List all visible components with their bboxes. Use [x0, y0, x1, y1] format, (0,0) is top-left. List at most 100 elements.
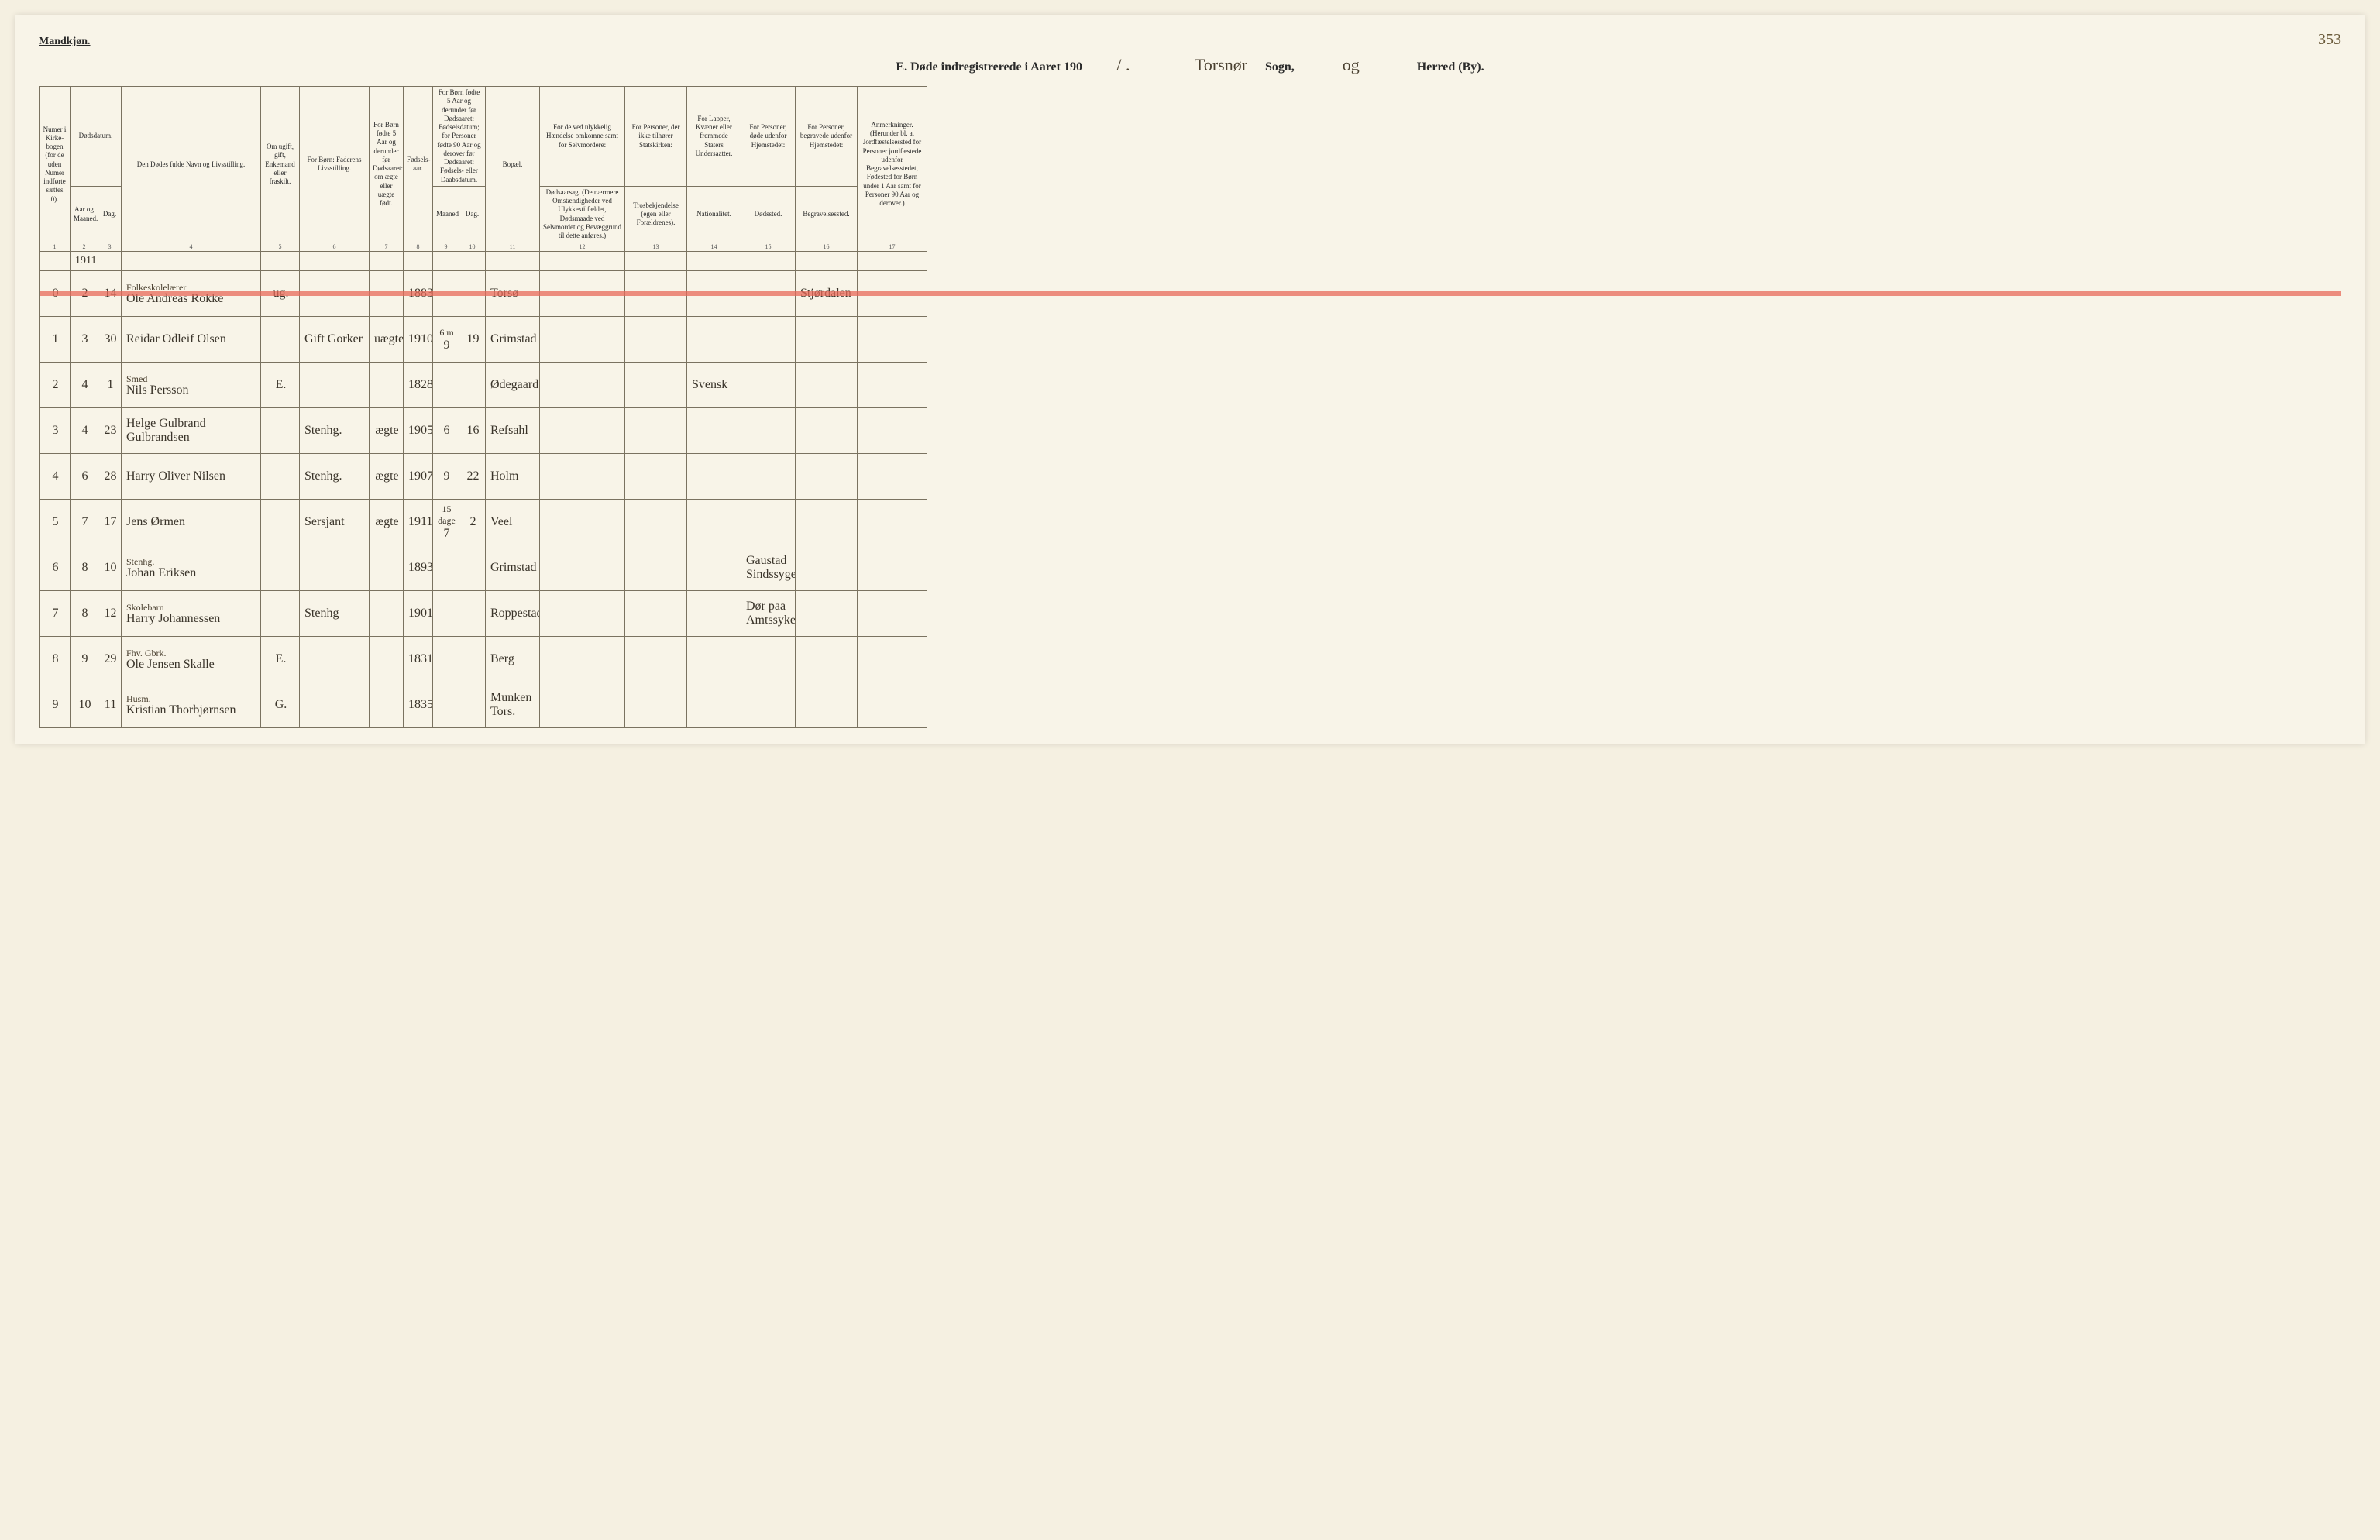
cell-day: 1	[98, 363, 122, 408]
column-header: For Børn fødte 5 Aar og derunder før Død…	[370, 87, 404, 242]
person-name: Ole Andreas Rokke	[126, 292, 223, 305]
person-name: Nils Persson	[126, 383, 188, 397]
herred-label: Herred (By).	[1417, 60, 1484, 74]
cell-dsted	[741, 408, 796, 454]
cell-day: 12	[98, 591, 122, 637]
cell-father	[300, 545, 370, 591]
parish-hand: Torsnør	[1180, 55, 1262, 75]
column-number: 17	[858, 242, 927, 252]
cell-mon: 4	[71, 363, 98, 408]
cell-day: 28	[98, 454, 122, 500]
table-row: 5717Jens ØrmenSersjantægte191115 dage72V…	[40, 500, 2341, 545]
cell	[741, 252, 796, 271]
cell-tros	[625, 408, 687, 454]
year-struck: 0	[1076, 60, 1082, 74]
cell-anm	[858, 454, 927, 500]
cell-begrav	[796, 500, 858, 545]
cell	[122, 252, 261, 271]
table-head: Numer i Kirke-bogen (for de uden Numer i…	[40, 87, 2341, 242]
cell-name: FolkeskolelærerOle Andreas Rokke	[122, 271, 261, 317]
column-header: Maaned.	[433, 186, 459, 242]
cell-father: Stenhg.	[300, 454, 370, 500]
age-note: 6 m	[438, 327, 456, 339]
cell-byear: 1893	[404, 545, 433, 591]
cell-bday	[459, 637, 486, 682]
gender-label: Mandkjøn.	[39, 36, 91, 48]
cell-name: Fhv. Gbrk.Ole Jensen Skalle	[122, 637, 261, 682]
cell-bmon	[433, 271, 459, 317]
cell-begrav	[796, 591, 858, 637]
ledger-table: Numer i Kirke-bogen (for de uden Numer i…	[39, 86, 2341, 728]
cell-byear: 1883	[404, 271, 433, 317]
cell-byear: 1835	[404, 682, 433, 728]
person-name: Johan Eriksen	[126, 566, 196, 579]
cell-name: Jens Ørmen	[122, 500, 261, 545]
cell	[687, 252, 741, 271]
cell-bmon	[433, 591, 459, 637]
cell-status	[261, 500, 300, 545]
column-number: 4	[122, 242, 261, 252]
cell-tros	[625, 454, 687, 500]
cell-anm	[858, 317, 927, 363]
cell-aarsag	[540, 500, 625, 545]
column-number: 11	[486, 242, 540, 252]
column-number: 3	[98, 242, 122, 252]
cell-bmon: 9	[433, 454, 459, 500]
cell-n: 3	[40, 408, 71, 454]
column-number: 6	[300, 242, 370, 252]
cell-bopael: Grimstad	[486, 545, 540, 591]
ledger-page: Mandkjøn. 353 E. Døde indregistrerede i …	[15, 15, 2365, 744]
column-number: 10	[459, 242, 486, 252]
cell-bopael: Berg	[486, 637, 540, 682]
cell-byear: 1907	[404, 454, 433, 500]
cell-nat	[687, 637, 741, 682]
person-name: Ole Jensen Skalle	[126, 658, 215, 671]
column-header: Fødsels-aar.	[404, 87, 433, 242]
cell-aarsag	[540, 682, 625, 728]
column-number-row: 1234567891011121314151617	[40, 242, 2341, 252]
cell-day: 23	[98, 408, 122, 454]
cell-dsted	[741, 500, 796, 545]
person-name: Reidar Odleif Olsen	[126, 332, 226, 345]
cell-begrav	[796, 363, 858, 408]
cell-n: 0	[40, 271, 71, 317]
cell-status: E.	[261, 637, 300, 682]
cell-bday	[459, 682, 486, 728]
cell-mon: 10	[71, 682, 98, 728]
cell-bopael: Holm	[486, 454, 540, 500]
column-header: For Personer, der ikke tilhører Statskir…	[625, 87, 687, 187]
cell-father: Stenhg.	[300, 408, 370, 454]
cell-dsted	[741, 454, 796, 500]
cell-legit: ægte	[370, 454, 404, 500]
cell	[261, 252, 300, 271]
cell-father	[300, 271, 370, 317]
cell-bday	[459, 591, 486, 637]
cell	[433, 252, 459, 271]
cell-bopael: Refsahl	[486, 408, 540, 454]
cell-nat	[687, 271, 741, 317]
cell	[404, 252, 433, 271]
cell-day: 29	[98, 637, 122, 682]
table-row: 0214FolkeskolelærerOle Andreas Rokkeug.1…	[40, 271, 2341, 317]
cell-bmon: 6	[433, 408, 459, 454]
person-name: Harry Johannessen	[126, 612, 220, 625]
cell	[300, 252, 370, 271]
cell-bday: 19	[459, 317, 486, 363]
cell	[98, 252, 122, 271]
page-number: 353	[2318, 31, 2341, 49]
cell-father	[300, 637, 370, 682]
cell-begrav	[796, 408, 858, 454]
cell-mon: 7	[71, 500, 98, 545]
cell-tros	[625, 545, 687, 591]
column-header: Anmerkninger. (Herunder bl. a. Jordfæste…	[858, 87, 927, 242]
cell-mon: 4	[71, 408, 98, 454]
table-row: 4628Harry Oliver NilsenStenhg.ægte190792…	[40, 454, 2341, 500]
table-row: 7812SkolebarnHarry JohannessenStenhg1901…	[40, 591, 2341, 637]
cell-status	[261, 545, 300, 591]
cell-legit: ægte	[370, 408, 404, 454]
cell-legit: ægte	[370, 500, 404, 545]
cell-anm	[858, 271, 927, 317]
parish-label: Sogn,	[1265, 60, 1295, 74]
cell	[858, 252, 927, 271]
table-row: 3423Helge Gulbrand GulbrandsenStenhg.ægt…	[40, 408, 2341, 454]
